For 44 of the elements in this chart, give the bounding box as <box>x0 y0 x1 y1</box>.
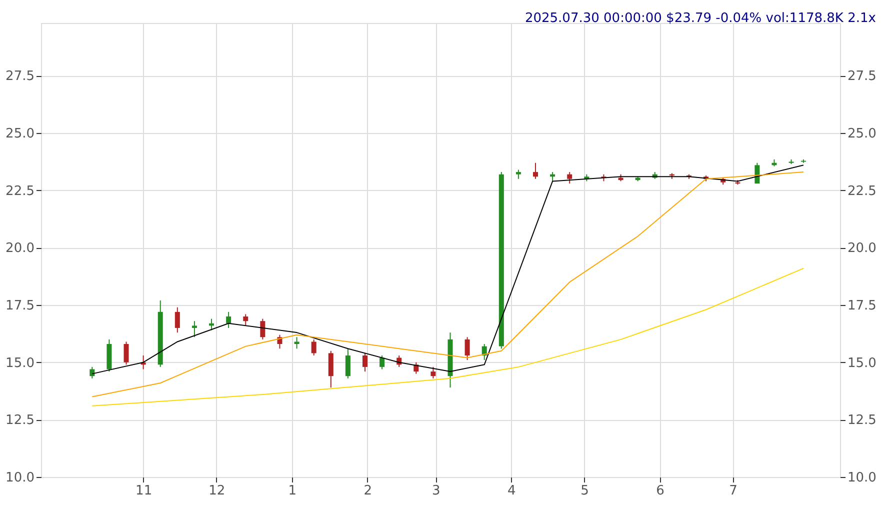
x-tick-label: 3 <box>432 484 440 498</box>
y-tick-label: 10.0 <box>6 470 34 486</box>
candlestick <box>430 366 436 379</box>
candlestick <box>243 314 248 326</box>
candlestick <box>567 172 572 184</box>
candlestick <box>192 320 197 338</box>
y2-tick-label: 15.0 <box>848 356 876 371</box>
y-tick-label: 12.5 <box>6 413 34 428</box>
candlestick <box>380 354 385 370</box>
candlestick <box>174 306 180 334</box>
chart-title: 2025.07.30 00:00:00 $23.79 -0.04% vol:1178.8K 2.1x <box>524 11 876 26</box>
candlestick <box>311 338 316 356</box>
candlestick <box>328 350 334 388</box>
x-tick-label: 1 <box>288 484 297 498</box>
line-series <box>92 268 804 406</box>
x-tick-label: 6 <box>656 484 664 498</box>
candlestick <box>533 162 538 180</box>
y-tick-label: 15.0 <box>6 356 34 371</box>
x-tick-label: 5 <box>580 484 589 498</box>
y2-tick-label: 22.5 <box>848 184 876 199</box>
x-tick-label: 11 <box>136 484 152 498</box>
candlestick <box>345 348 350 379</box>
y2-tick-label: 10.0 <box>848 470 876 486</box>
y2-tick-label: 25.0 <box>848 126 876 142</box>
y2-tick-label: 17.5 <box>848 298 876 314</box>
candlestick <box>516 169 521 180</box>
candlestick <box>124 341 129 366</box>
candlestick <box>294 336 300 350</box>
candlestick <box>464 336 470 361</box>
candlestick <box>362 352 368 372</box>
y-tick-label: 25.0 <box>6 126 34 142</box>
y2-tick-label: 20.0 <box>848 241 876 256</box>
candlestick <box>226 311 232 328</box>
candlestick <box>260 318 266 340</box>
x-tick-label: 7 <box>729 484 738 498</box>
y2-tick-label: 27.5 <box>848 69 876 84</box>
y2-tick-label: 12.5 <box>848 413 876 428</box>
x-tick-label: 12 <box>208 484 226 498</box>
y-tick-label: 27.5 <box>6 69 34 84</box>
x-tick-label: 4 <box>508 484 516 498</box>
x-tick-label: 2 <box>364 484 372 498</box>
y-tick-label: 17.5 <box>6 298 34 314</box>
y-tick-label: 20.0 <box>6 241 34 256</box>
y-tick-label: 22.5 <box>6 184 34 199</box>
